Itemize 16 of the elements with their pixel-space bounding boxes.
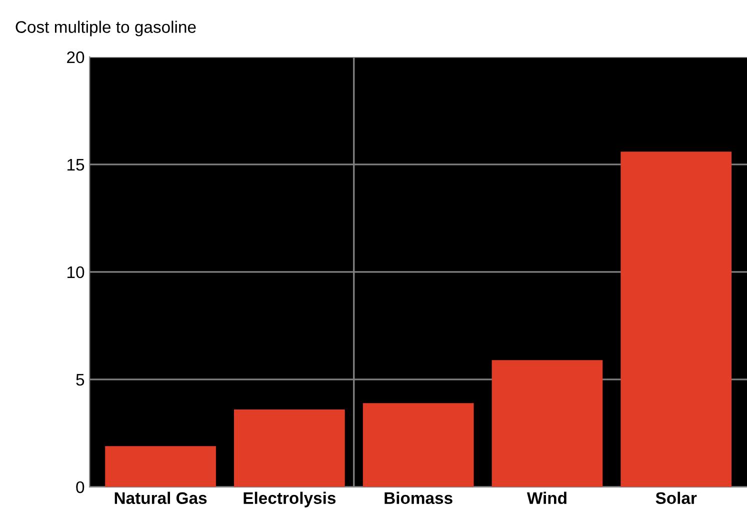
y-tick-label: 20: [67, 51, 84, 64]
x-tick-label: Natural Gas: [114, 492, 207, 504]
y-tick-label: 15: [68, 159, 84, 171]
bar: [234, 410, 345, 487]
bar: [105, 446, 216, 487]
x-tick-label: Solar: [656, 492, 697, 504]
y-tick-label: 5: [76, 374, 84, 386]
x-tick-label: Wind: [526, 492, 566, 504]
y-tick-label: 10: [68, 266, 84, 278]
bar: [492, 360, 603, 487]
x-tick-label: Electrolysis: [244, 492, 336, 508]
y-tick-label: 0: [76, 481, 84, 494]
bar: [620, 152, 732, 487]
x-tick-label: Biomass: [384, 492, 452, 504]
y-axis-title: Cost multiple to gasoline: [16, 20, 196, 36]
bar: [362, 403, 474, 487]
